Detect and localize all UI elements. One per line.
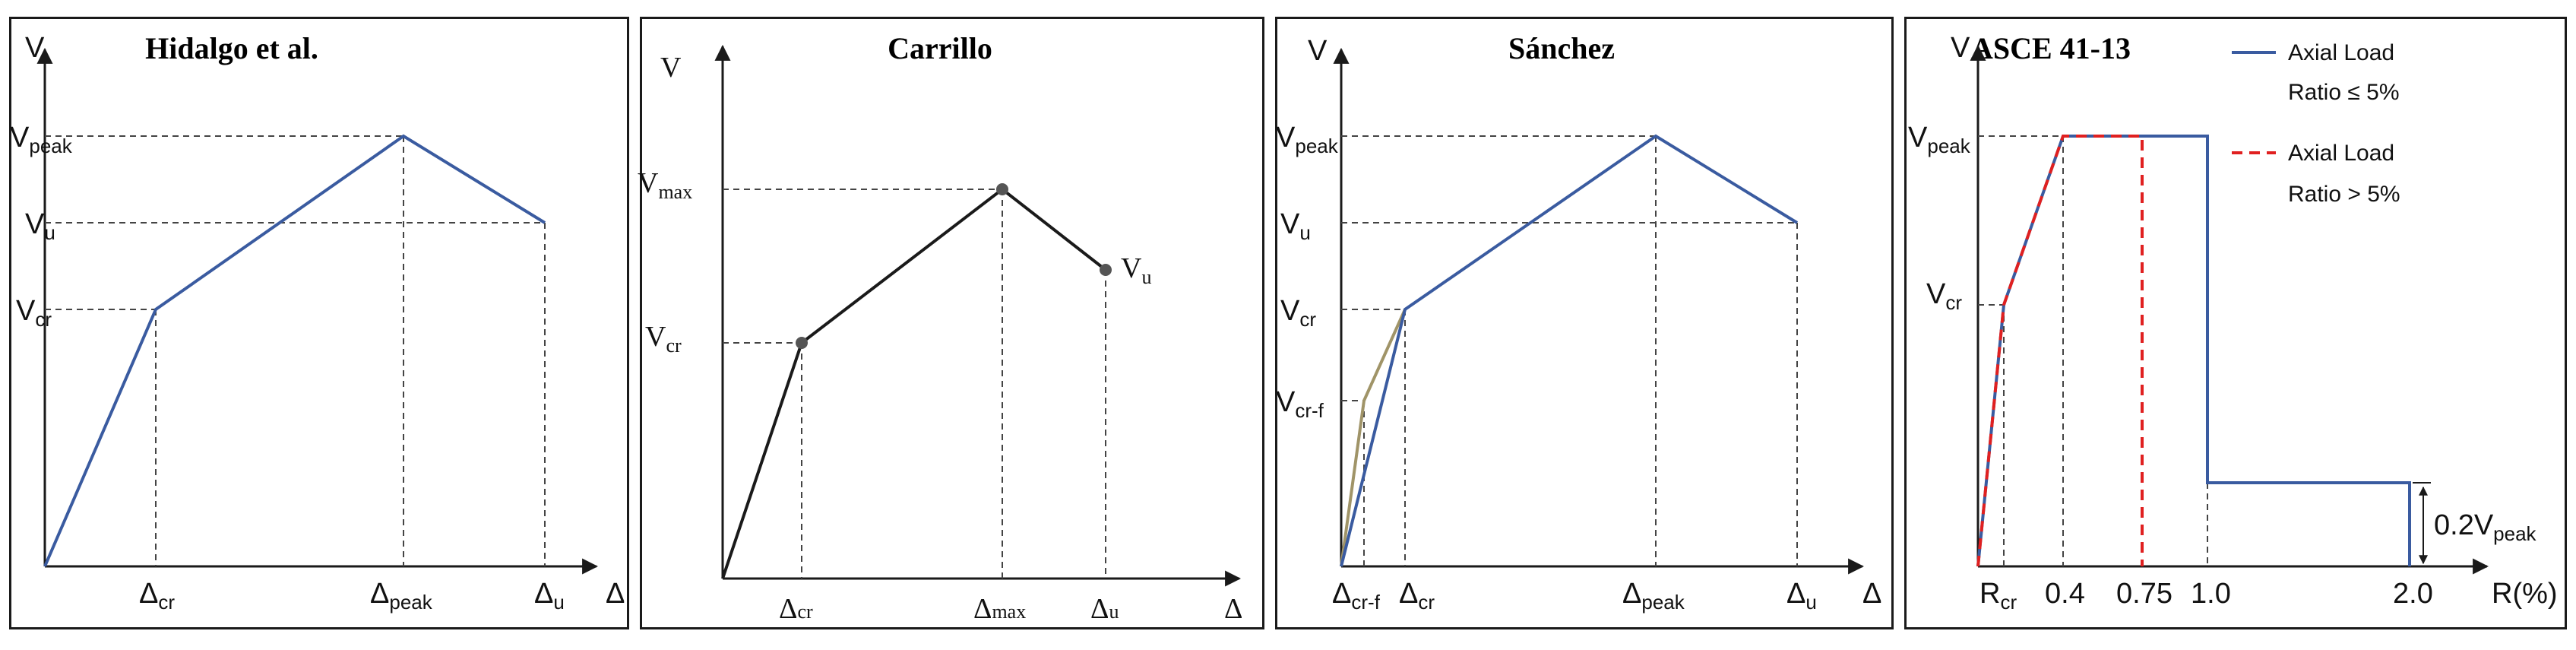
hidalgo-vcr-label: Vcr [16, 295, 52, 331]
carrillo-x-axis-label: Δ [1224, 593, 1242, 625]
legend-red-line2: Ratio > 5% [2288, 182, 2400, 207]
hidalgo-dcr-label: Δcr [139, 578, 175, 614]
sanchez-diagram: Sánchez V Δ Vpeak Vu Vcr Vcr-f Δcr-f Δcr… [1276, 31, 1881, 614]
asce-tick-10: 1.0 [2191, 578, 2231, 610]
sanchez-curve-flexural [1340, 309, 1407, 567]
carrillo-vu-point-label: Vu [1121, 252, 1151, 288]
carrillo-point-u [1100, 264, 1112, 276]
hidalgo-du-label: Δu [534, 578, 565, 614]
asce-legend: Axial Load Ratio ≤ 5% Axial Load Ratio >… [2232, 40, 2400, 207]
asce-rcr-label: Rcr [1979, 578, 2017, 614]
panel-asce: ASCE 41-13 V R(%) Vpeak Vcr 0.2Vpeak Rcr… [1904, 17, 2567, 629]
legend-red-line1: Axial Load [2288, 141, 2394, 166]
hidalgo-vpeak-label: Vpeak [10, 122, 73, 157]
hidalgo-diagram: Hidalgo et al. V Δ Vpeak Vu Vcr Δcr Δpea… [10, 31, 625, 614]
sanchez-dcrf-label: Δcr-f [1332, 578, 1381, 614]
sanchez-guides [1341, 135, 1798, 566]
sanchez-vu-label: Vu [1280, 208, 1311, 244]
sanchez-y-axis-label: V [1308, 35, 1328, 67]
carrillo-title: Carrillo [888, 31, 992, 65]
sanchez-curve [1340, 134, 1799, 567]
legend-blue-line2: Ratio ≤ 5% [2288, 80, 2400, 105]
asce-diagram: ASCE 41-13 V R(%) Vpeak Vcr 0.2Vpeak Rcr… [1908, 31, 2558, 614]
carrillo-dmax-label: Δmax [973, 593, 1026, 625]
panel-carrillo: Carrillo V Δ Vmax Vcr Vu Δcr Δmax Δu [638, 17, 1264, 629]
hidalgo-curve [43, 134, 546, 567]
carrillo-vmax-label: Vmax [638, 167, 692, 203]
carrillo-point-max [996, 183, 1008, 195]
sanchez-dcr-label: Δcr [1399, 578, 1435, 614]
carrillo-diagram: Carrillo V Δ Vmax Vcr Vu Δcr Δmax Δu [638, 31, 1242, 625]
asce-vpeak-label: Vpeak [1908, 122, 1971, 157]
hidalgo-vu-label: Vu [25, 208, 55, 244]
hidalgo-y-axis-label: V [25, 32, 45, 64]
sanchez-vcr-label: Vcr [1280, 295, 1316, 331]
carrillo-du-label: Δu [1090, 593, 1119, 625]
carrillo-y-axis-label: V [660, 52, 682, 84]
carrillo-curve [721, 187, 1107, 579]
carrillo-point-cr [796, 337, 808, 349]
panel-sanchez: Sánchez V Δ Vpeak Vu Vcr Vcr-f Δcr-f Δcr… [1275, 17, 1894, 629]
carrillo-dcr-label: Δcr [779, 593, 813, 625]
sanchez-vpeak-label: Vpeak [1276, 122, 1339, 157]
asce-x-axis-label: R(%) [2492, 578, 2558, 610]
hidalgo-dpeak-label: Δpeak [370, 578, 433, 614]
hidalgo-title: Hidalgo et al. [145, 31, 318, 65]
panel-hidalgo: Hidalgo et al. V Δ Vpeak Vu Vcr Δcr Δpea… [9, 17, 629, 629]
hidalgo-x-axis-label: Δ [606, 578, 625, 610]
asce-curve-high-axial [1976, 135, 2144, 567]
asce-guides [1978, 135, 2208, 566]
sanchez-title: Sánchez [1508, 31, 1615, 65]
asce-tick-20: 2.0 [2393, 578, 2433, 610]
asce-vcr-label: Vcr [1926, 278, 1962, 314]
asce-tick-075: 0.75 [2116, 578, 2173, 610]
sanchez-x-axis-label: Δ [1862, 578, 1881, 610]
carrillo-vcr-label: Vcr [645, 321, 682, 357]
sanchez-du-label: Δu [1786, 578, 1817, 614]
legend-blue-line1: Axial Load [2288, 40, 2394, 65]
sanchez-dpeak-label: Δpeak [1622, 578, 1685, 614]
asce-title: ASCE 41-13 [1971, 31, 2131, 65]
sanchez-vcrf-label: Vcr-f [1276, 386, 1324, 422]
asce-residual-label: 0.2Vpeak [2434, 509, 2537, 545]
carrillo-guides [723, 189, 1106, 579]
asce-y-axis-label: V [1951, 32, 1970, 64]
asce-tick-04: 0.4 [2045, 578, 2085, 610]
hidalgo-guides [45, 135, 546, 566]
